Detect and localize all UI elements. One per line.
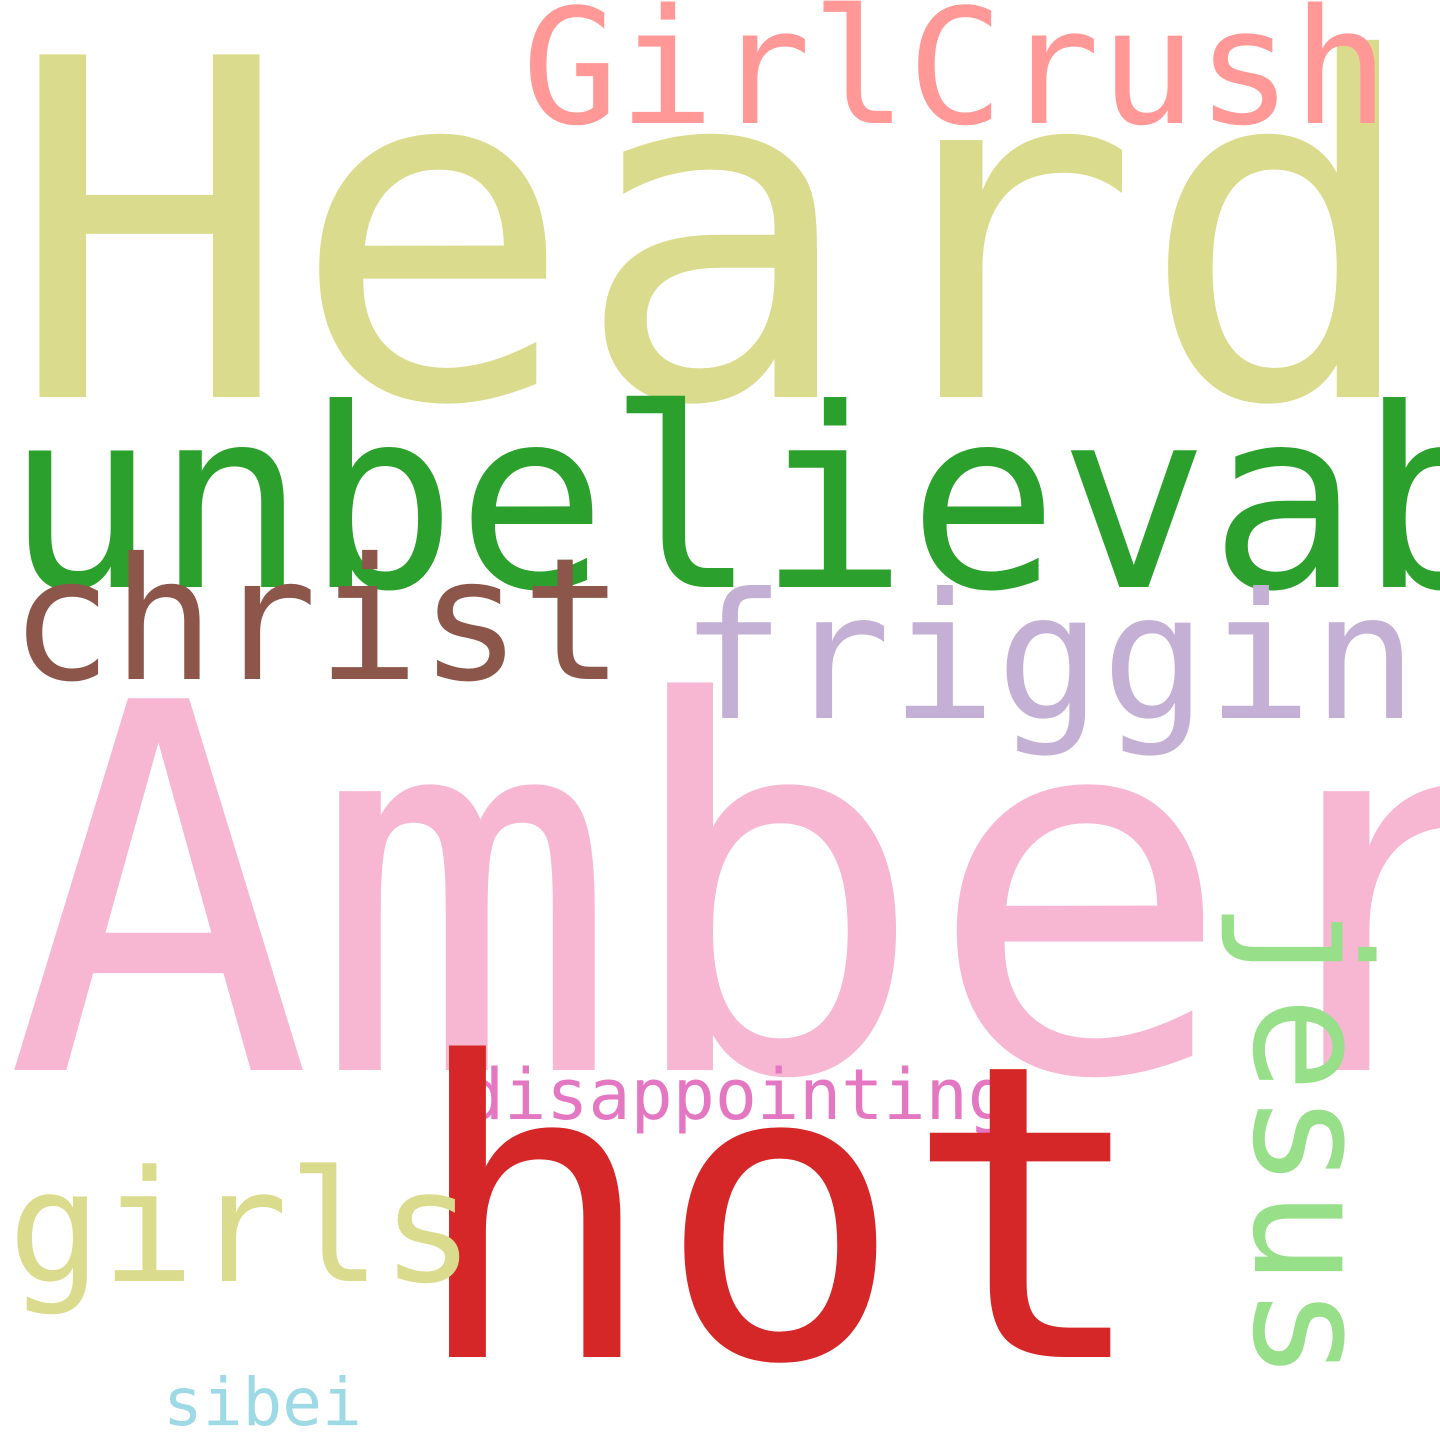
word-christ: christ [10,522,625,720]
word-unbelievably: unbelievably [5,355,1440,646]
word-friggin: friggin [680,557,1418,760]
word-girlcrush: GirlCrush [522,0,1389,161]
word-girls: girls [8,1137,475,1318]
word-jesus: jesus [1217,900,1404,1382]
word-sibei: sibei [163,1364,362,1441]
word-disappointing: disappointing [462,1054,1010,1136]
word-hot: hot [410,976,1151,1454]
word-amber: Amber [5,598,1440,1191]
word-heard: Heard [8,0,1423,508]
